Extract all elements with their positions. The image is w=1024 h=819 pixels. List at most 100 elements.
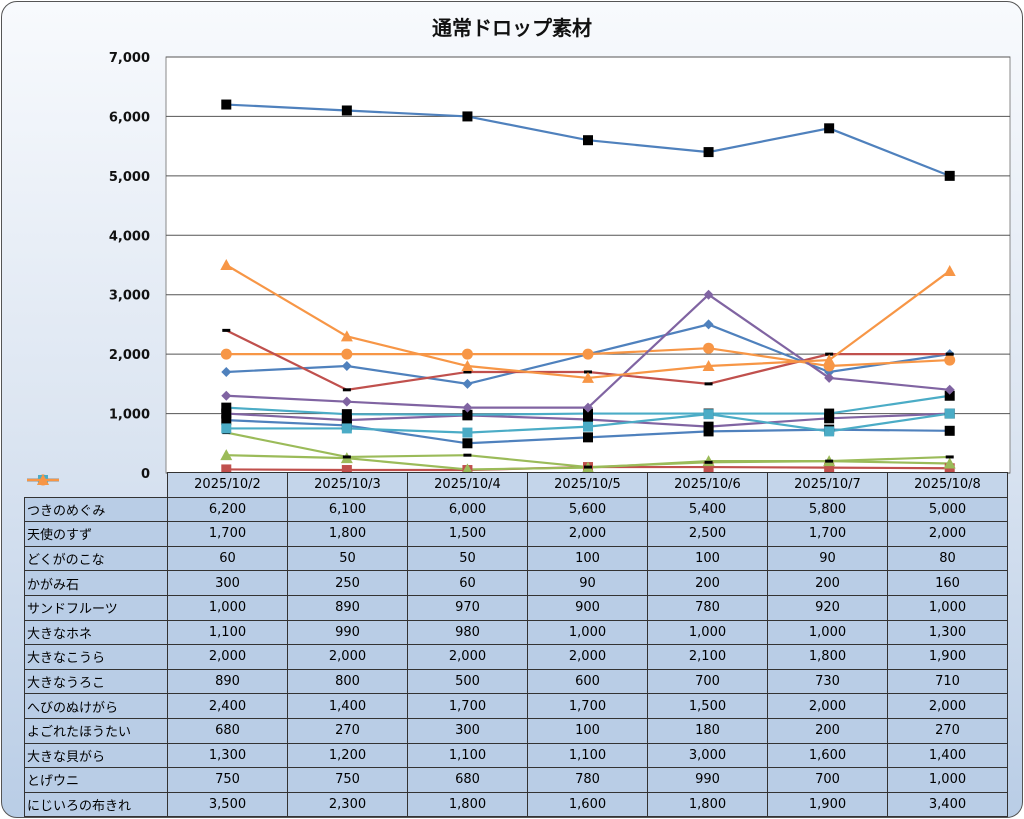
data-label: 1,700 xyxy=(407,693,528,719)
data-point xyxy=(943,264,956,276)
legend-entry: 大きなこうら xyxy=(24,474,168,670)
data-point xyxy=(461,348,473,360)
data-label: 700 xyxy=(767,767,888,793)
data-point xyxy=(221,408,232,419)
data-point xyxy=(462,427,473,438)
data-point xyxy=(944,354,956,366)
data-point xyxy=(221,423,232,434)
data-point xyxy=(461,360,474,372)
table-row: よごれたほうたい 680 270 300 100 180 200 270 xyxy=(24,478,1008,744)
data-point xyxy=(221,366,232,377)
data-label: 5,400 xyxy=(647,496,768,523)
series-name: とげウニ xyxy=(27,774,80,790)
legend-entry: 大きな貝がら xyxy=(24,474,168,769)
data-label: 3,000 xyxy=(647,742,768,769)
data-label: 3,400 xyxy=(887,791,1008,818)
legend-key-icon xyxy=(26,473,59,485)
data-point xyxy=(703,342,715,354)
data-point xyxy=(221,402,232,413)
data-point xyxy=(583,402,593,413)
data-point xyxy=(341,348,353,360)
data-label: 160 xyxy=(887,570,1008,596)
data-label: 1,500 xyxy=(407,521,528,547)
data-table: 2025/10/2 2025/10/3 2025/10/4 2025/10/5 2025… xyxy=(24,472,1008,818)
data-point xyxy=(944,384,955,395)
y-tick-label: 2,000 xyxy=(109,348,150,363)
data-label: 1,700 xyxy=(527,693,648,719)
series-name: にじいろの布きれ xyxy=(27,799,132,815)
data-point xyxy=(702,360,715,372)
data-label: 5,600 xyxy=(527,496,648,523)
data-point xyxy=(824,372,835,383)
data-label: 200 xyxy=(767,717,888,744)
y-tick-label: 1,000 xyxy=(109,408,150,423)
data-label: 180 xyxy=(647,717,768,744)
data-label: 890 xyxy=(167,668,288,695)
data-point xyxy=(220,348,232,360)
data-label: 780 xyxy=(527,767,648,793)
data-label: 100 xyxy=(527,717,648,744)
data-point xyxy=(462,409,473,420)
series-name: 大きなうろこ xyxy=(27,676,106,692)
data-label: 1,700 xyxy=(167,521,288,547)
data-point xyxy=(221,99,232,110)
data-point xyxy=(703,409,714,420)
series-name: かがみ石 xyxy=(27,577,80,593)
data-point xyxy=(824,462,835,473)
data-point xyxy=(583,135,593,146)
data-label: 3,500 xyxy=(167,791,288,818)
legend-entry: どくがのこな xyxy=(24,474,168,572)
data-label: 680 xyxy=(167,717,288,744)
data-label: 600 xyxy=(527,668,648,695)
data-point xyxy=(342,388,351,392)
legend-entry: 大きなホネ xyxy=(24,474,168,646)
data-point xyxy=(703,289,714,300)
data-label: 1,000 xyxy=(887,594,1008,621)
data-label: 2,000 xyxy=(887,521,1008,547)
data-label: 920 xyxy=(767,594,888,621)
data-label: 1,000 xyxy=(527,619,648,646)
x-tick-label: 2025/10/6 xyxy=(647,472,768,498)
data-label: 980 xyxy=(407,619,528,646)
data-point xyxy=(703,319,714,330)
table-row: 大きなうろこ 890 800 500 600 700 730 710 xyxy=(24,474,1008,695)
y-tick-label: 4,000 xyxy=(109,229,150,244)
data-point xyxy=(944,170,955,181)
series-name: 大きな貝がら xyxy=(27,749,106,765)
data-label: 100 xyxy=(647,545,768,572)
data-point xyxy=(703,426,714,437)
data-label: 1,400 xyxy=(887,742,1008,769)
data-label: 60 xyxy=(167,545,288,572)
series-name: よごれたほうたい xyxy=(27,725,132,741)
data-point xyxy=(582,371,594,383)
data-label: 300 xyxy=(407,717,528,744)
data-point xyxy=(583,408,593,419)
y-tick-label: 3,000 xyxy=(109,289,150,304)
table-row: へびのぬけがら 2,400 1,400 1,700 1,700 1,500 2,000 2,0… xyxy=(24,478,1008,719)
data-label: 1,100 xyxy=(407,742,528,769)
data-label: 1,000 xyxy=(767,619,888,646)
data-label: 1,100 xyxy=(167,619,288,646)
data-point xyxy=(583,421,593,432)
data-point xyxy=(341,361,352,372)
data-label: 1,800 xyxy=(407,791,528,818)
data-label: 2,000 xyxy=(287,644,408,670)
x-tick-label: 2025/10/5 xyxy=(527,472,648,498)
data-point xyxy=(823,354,836,366)
data-label: 990 xyxy=(287,619,408,646)
data-point xyxy=(824,426,835,437)
data-point xyxy=(462,111,473,122)
data-point xyxy=(944,408,955,419)
data-point xyxy=(462,402,473,413)
series-name: どくがのこな xyxy=(27,553,105,569)
data-label: 2,400 xyxy=(167,693,288,719)
data-point xyxy=(341,415,352,426)
data-point xyxy=(221,464,232,475)
data-label: 890 xyxy=(287,594,408,621)
data-label: 60 xyxy=(407,570,528,596)
data-label: 1,000 xyxy=(887,767,1008,793)
data-point xyxy=(703,147,714,158)
x-tick-label: 2025/10/2 xyxy=(167,472,288,498)
data-point xyxy=(703,462,714,473)
y-tick-label: 5,000 xyxy=(109,170,150,185)
